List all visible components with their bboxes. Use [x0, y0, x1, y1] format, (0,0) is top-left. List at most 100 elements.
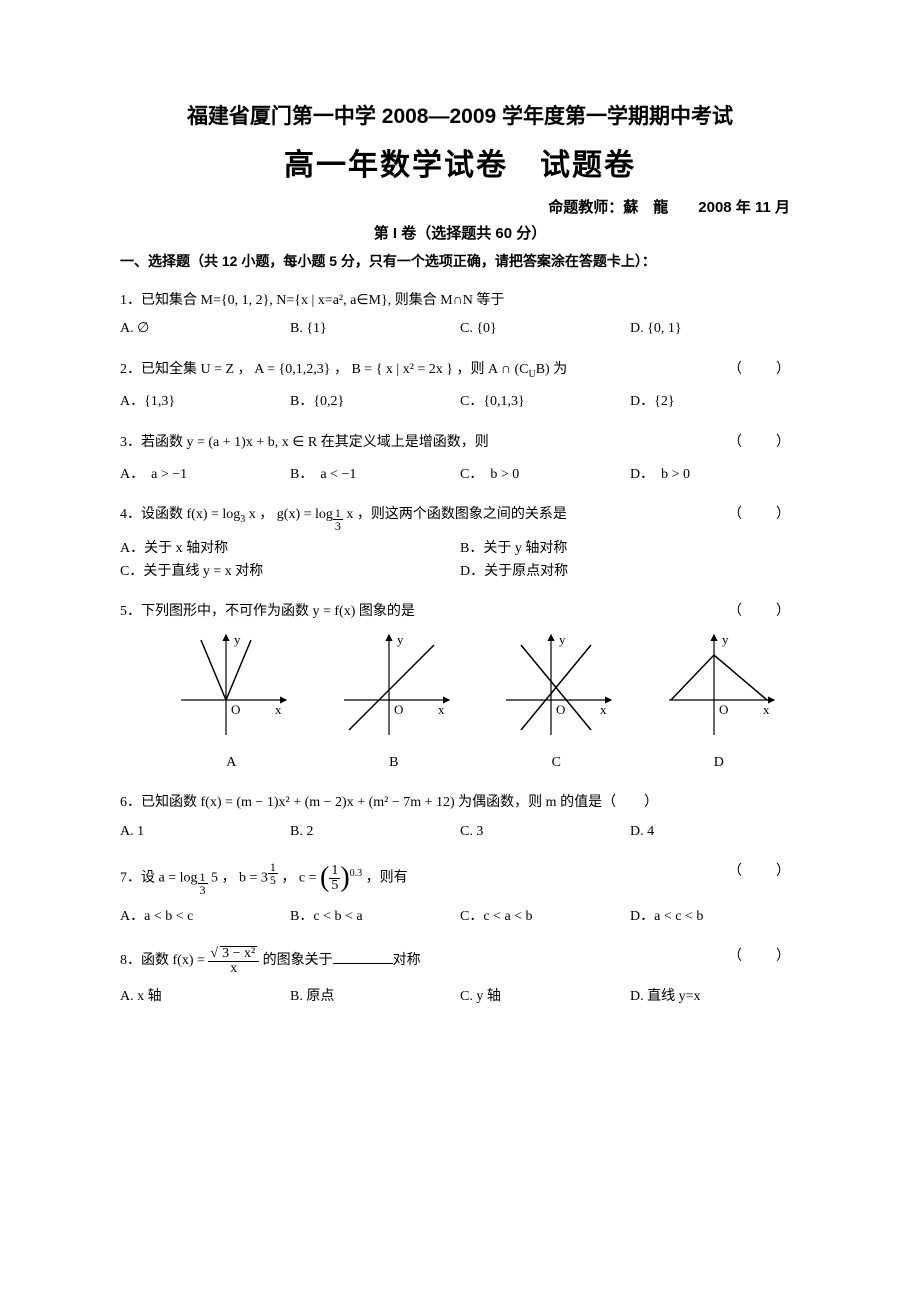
q5-label-d: D: [659, 752, 779, 774]
q5-stem: 5．下列图形中，不可作为函数 y = f(x) 图象的是: [120, 601, 800, 623]
q5-graph-d-svg: y O x: [659, 630, 779, 740]
q7-rparen-icon: ): [340, 862, 349, 893]
paper-title: 高一年数学试卷 试题卷: [120, 142, 800, 190]
q3-opt-c: C． b > 0: [460, 464, 630, 486]
q2-stem: 2．已知全集 U = Z ， A = {0,1,2,3} ， B = { x |…: [120, 359, 800, 381]
svg-text:x: x: [275, 702, 282, 717]
q2-opt-a: A．{1,3}: [120, 391, 290, 413]
q8-opt-c: C. y 轴: [460, 986, 630, 1008]
q4-opt-c: C．关于直线 y = x 对称: [120, 561, 460, 583]
q4-opt-a: A．关于 x 轴对称: [120, 538, 460, 560]
q6-opt-a: A. 1: [120, 821, 290, 843]
q5-graph-c-svg: y O x: [496, 630, 616, 740]
q7-opt-c: C．c < a < b: [460, 906, 630, 928]
q8-options: A. x 轴 B. 原点 C. y 轴 D. 直线 y=x: [120, 986, 800, 1008]
q6-stem: 6．已知函数 f(x) = (m − 1)x² + (m − 2)x + (m²…: [120, 792, 800, 814]
q7-lparen-icon: (: [320, 862, 329, 893]
q8-tail: 对称: [393, 953, 421, 968]
q7-cfrac-num: 1: [329, 864, 340, 879]
section-instructions: 一、选择题（共 12 小题，每小题 5 分，只有一个选项正确，请把答案涂在答题卡…: [120, 250, 800, 272]
q5-paren: （ ）: [728, 601, 800, 623]
q8-pre: 8．函数 f(x) =: [120, 953, 208, 968]
q5-graph-c: y O x C: [496, 630, 616, 775]
q2-opt-b: B．{0,2}: [290, 391, 460, 413]
q7-opt-b: B．c < b < a: [290, 906, 460, 928]
question-4: （ ） 4．设函数 f(x) = log 3 x ， g(x) = log13 x…: [120, 504, 800, 583]
q2-options: A．{1,3} B．{0,2} C．{0,1,3} D．{2}: [120, 391, 800, 413]
q1-options: A. ∅ B. {1} C. {0} D. {0, 1}: [120, 318, 800, 340]
q4-base2: 13: [333, 514, 343, 525]
svg-text:O: O: [231, 702, 240, 717]
question-3: （ ） 3．若函数 y = (a + 1)x + b, x ∈ R 在其定义域上…: [120, 432, 800, 487]
question-7: （ ） 7．设 a = log13 5 ， b = 315 ， c = (15)…: [120, 861, 800, 928]
q1-stem: 1．已知集合 M={0, 1, 2}, N={x | x=a², a∈M}, 则…: [120, 290, 800, 312]
section-subtitle: 第 I 卷（选择题共 60 分）: [120, 222, 800, 246]
svg-text:O: O: [394, 702, 403, 717]
q8-sqrt-content: 3 − x²: [220, 946, 257, 961]
svg-text:x: x: [763, 702, 770, 717]
q8-den: x: [208, 962, 259, 976]
q7-pre: 7．设 a = log: [120, 871, 198, 886]
q5-graph-b: y O x B: [334, 630, 454, 775]
q5-graph-a-svg: y O x: [171, 630, 291, 740]
q7-base-den: 3: [198, 884, 208, 896]
q8-num: √3 − x²: [208, 946, 259, 962]
q4-stem-post: x ，则这两个函数图象之间的关系是: [343, 507, 567, 522]
question-2: （ ） 2．已知全集 U = Z ， A = {0,1,2,3} ， B = {…: [120, 359, 800, 414]
q2-opt-d: D．{2}: [630, 391, 800, 413]
svg-text:x: x: [600, 702, 607, 717]
q1-opt-a: A. ∅: [120, 318, 290, 340]
q7-post: ，则有: [362, 871, 408, 886]
q8-opt-d: D. 直线 y=x: [630, 986, 800, 1008]
q3-paren: （ ）: [728, 432, 800, 454]
svg-text:O: O: [719, 702, 728, 717]
question-6: 6．已知函数 f(x) = (m − 1)x² + (m − 2)x + (m²…: [120, 792, 800, 843]
q4-options: A．关于 x 轴对称 B．关于 y 轴对称 C．关于直线 y = x 对称 D．…: [120, 538, 800, 583]
q5-label-c: C: [496, 752, 616, 774]
q7-options: A．a < b < c B．c < b < a C．c < a < b D．a …: [120, 906, 800, 928]
q8-post: 的图象关于: [263, 953, 333, 968]
q7-opt-a: A．a < b < c: [120, 906, 290, 928]
svg-text:y: y: [397, 632, 404, 647]
q4-paren: （ ）: [728, 504, 800, 526]
q8-stem: 8．函数 f(x) = √3 − x² x 的图象关于 对称: [120, 946, 800, 976]
q6-options: A. 1 B. 2 C. 3 D. 4: [120, 821, 800, 843]
q2-stem-sub: U: [528, 369, 535, 380]
q1-opt-c: C. {0}: [460, 318, 630, 340]
q5-graph-b-svg: y O x: [334, 630, 454, 740]
q3-opt-d: D． b > 0: [630, 464, 800, 486]
q1-opt-b: B. {1}: [290, 318, 460, 340]
school-title: 福建省厦门第一中学 2008—2009 学年度第一学期期中考试: [120, 100, 800, 134]
q4-opt-b: B．关于 y 轴对称: [460, 538, 800, 560]
meta-line: 命题教师：蘇 龍 2008 年 11 月: [120, 196, 800, 220]
q7-exp1-den: 5: [268, 874, 278, 886]
q5-label-a: A: [171, 752, 291, 774]
q3-opt-b: B． a < −1: [290, 464, 460, 486]
q4-base2-den: 3: [333, 520, 343, 532]
q4-stem-mid: x ， g(x) = log: [245, 507, 333, 522]
q6-opt-c: C. 3: [460, 821, 630, 843]
q8-blank: [333, 949, 393, 964]
q5-label-b: B: [334, 752, 454, 774]
q7-exp1: 15: [268, 868, 278, 879]
q3-opt-a: A． a > −1: [120, 464, 290, 486]
q6-opt-d: D. 4: [630, 821, 800, 843]
q7-exp2: 0.3: [350, 868, 363, 879]
q8-frac: √3 − x² x: [208, 946, 259, 976]
q2-paren: （ ）: [728, 359, 800, 381]
q8-paren: （ ）: [728, 946, 800, 968]
question-8: （ ） 8．函数 f(x) = √3 − x² x 的图象关于 对称 A. x 轴…: [120, 946, 800, 1008]
q6-opt-b: B. 2: [290, 821, 460, 843]
q8-opt-a: A. x 轴: [120, 986, 290, 1008]
q7-base-num: 1: [198, 871, 208, 884]
q4-opt-d: D．关于原点对称: [460, 561, 800, 583]
q7-paren: （ ）: [728, 861, 800, 883]
q5-graph-d: y O x D: [659, 630, 779, 775]
q2-stem-post: B) 为: [536, 362, 568, 377]
q2-stem-pre: 2．已知全集 U = Z ， A = {0,1,2,3} ， B = { x |…: [120, 362, 528, 377]
q7-base: 13: [198, 877, 208, 888]
q7-stem: 7．设 a = log13 5 ， b = 315 ， c = (15)0.3 …: [120, 861, 800, 895]
svg-text:O: O: [556, 702, 565, 717]
q4-stem-pre: 4．设函数 f(x) = log: [120, 507, 240, 522]
q8-opt-b: B. 原点: [290, 986, 460, 1008]
